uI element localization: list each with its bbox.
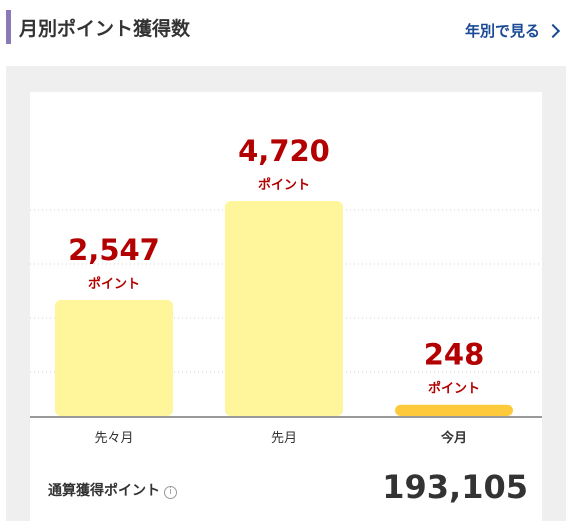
x-tick-label: 今月 (440, 430, 467, 446)
total-points-value: 193,105 (382, 468, 528, 506)
monthly-chart-card: 2,547 ポイント 4,720 ポイント 248 ポイント先々月 先月 今月 (30, 92, 542, 478)
total-points-label-text: 通算獲得ポイント (48, 483, 160, 499)
page-title: 月別ポイント獲得数 (19, 18, 191, 40)
info-icon[interactable]: i (164, 486, 177, 499)
total-points-label: 通算獲得ポイント i (48, 480, 177, 500)
total-points-card: 通算獲得ポイント i 193,105 (30, 451, 542, 521)
header: 月別ポイント獲得数 年別で見る (0, 0, 570, 62)
bar-unit-label: ポイント (258, 177, 310, 193)
bar-unit-label: ポイント (88, 276, 140, 292)
bar-3 (395, 404, 513, 416)
bar-value-label: 2,547 (68, 233, 160, 267)
yearly-view-link[interactable]: 年別で見る (464, 20, 561, 41)
bar-value-label: 4,720 (238, 134, 330, 168)
chevron-right-icon (545, 23, 561, 39)
points-panel: 2,547 ポイント 4,720 ポイント 248 ポイント先々月 先月 今月 通算獲得ポイン… (6, 66, 566, 521)
yearly-view-link-label: 年別で見る (464, 22, 540, 40)
bar-2 (225, 201, 343, 416)
x-tick-label: 先々月 (94, 431, 133, 446)
bar-unit-label: ポイント (428, 381, 480, 397)
bar-1 (55, 300, 173, 416)
x-tick-label: 先月 (271, 431, 297, 446)
title-accent-bar (6, 10, 11, 44)
bar-value-label: 248 (424, 338, 485, 372)
